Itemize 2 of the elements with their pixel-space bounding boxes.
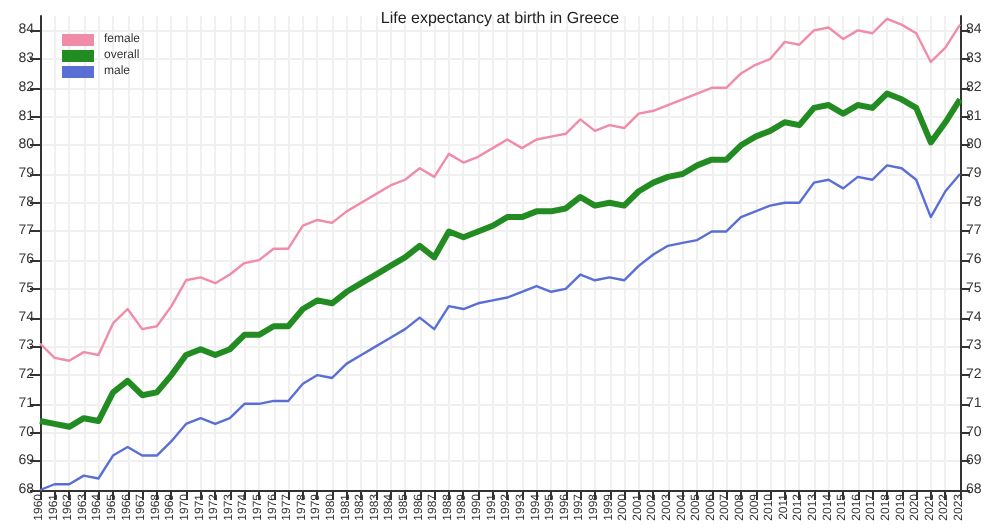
chart-title: Life expectancy at birth in Greece: [380, 9, 621, 27]
line-series: [37, 90, 963, 430]
